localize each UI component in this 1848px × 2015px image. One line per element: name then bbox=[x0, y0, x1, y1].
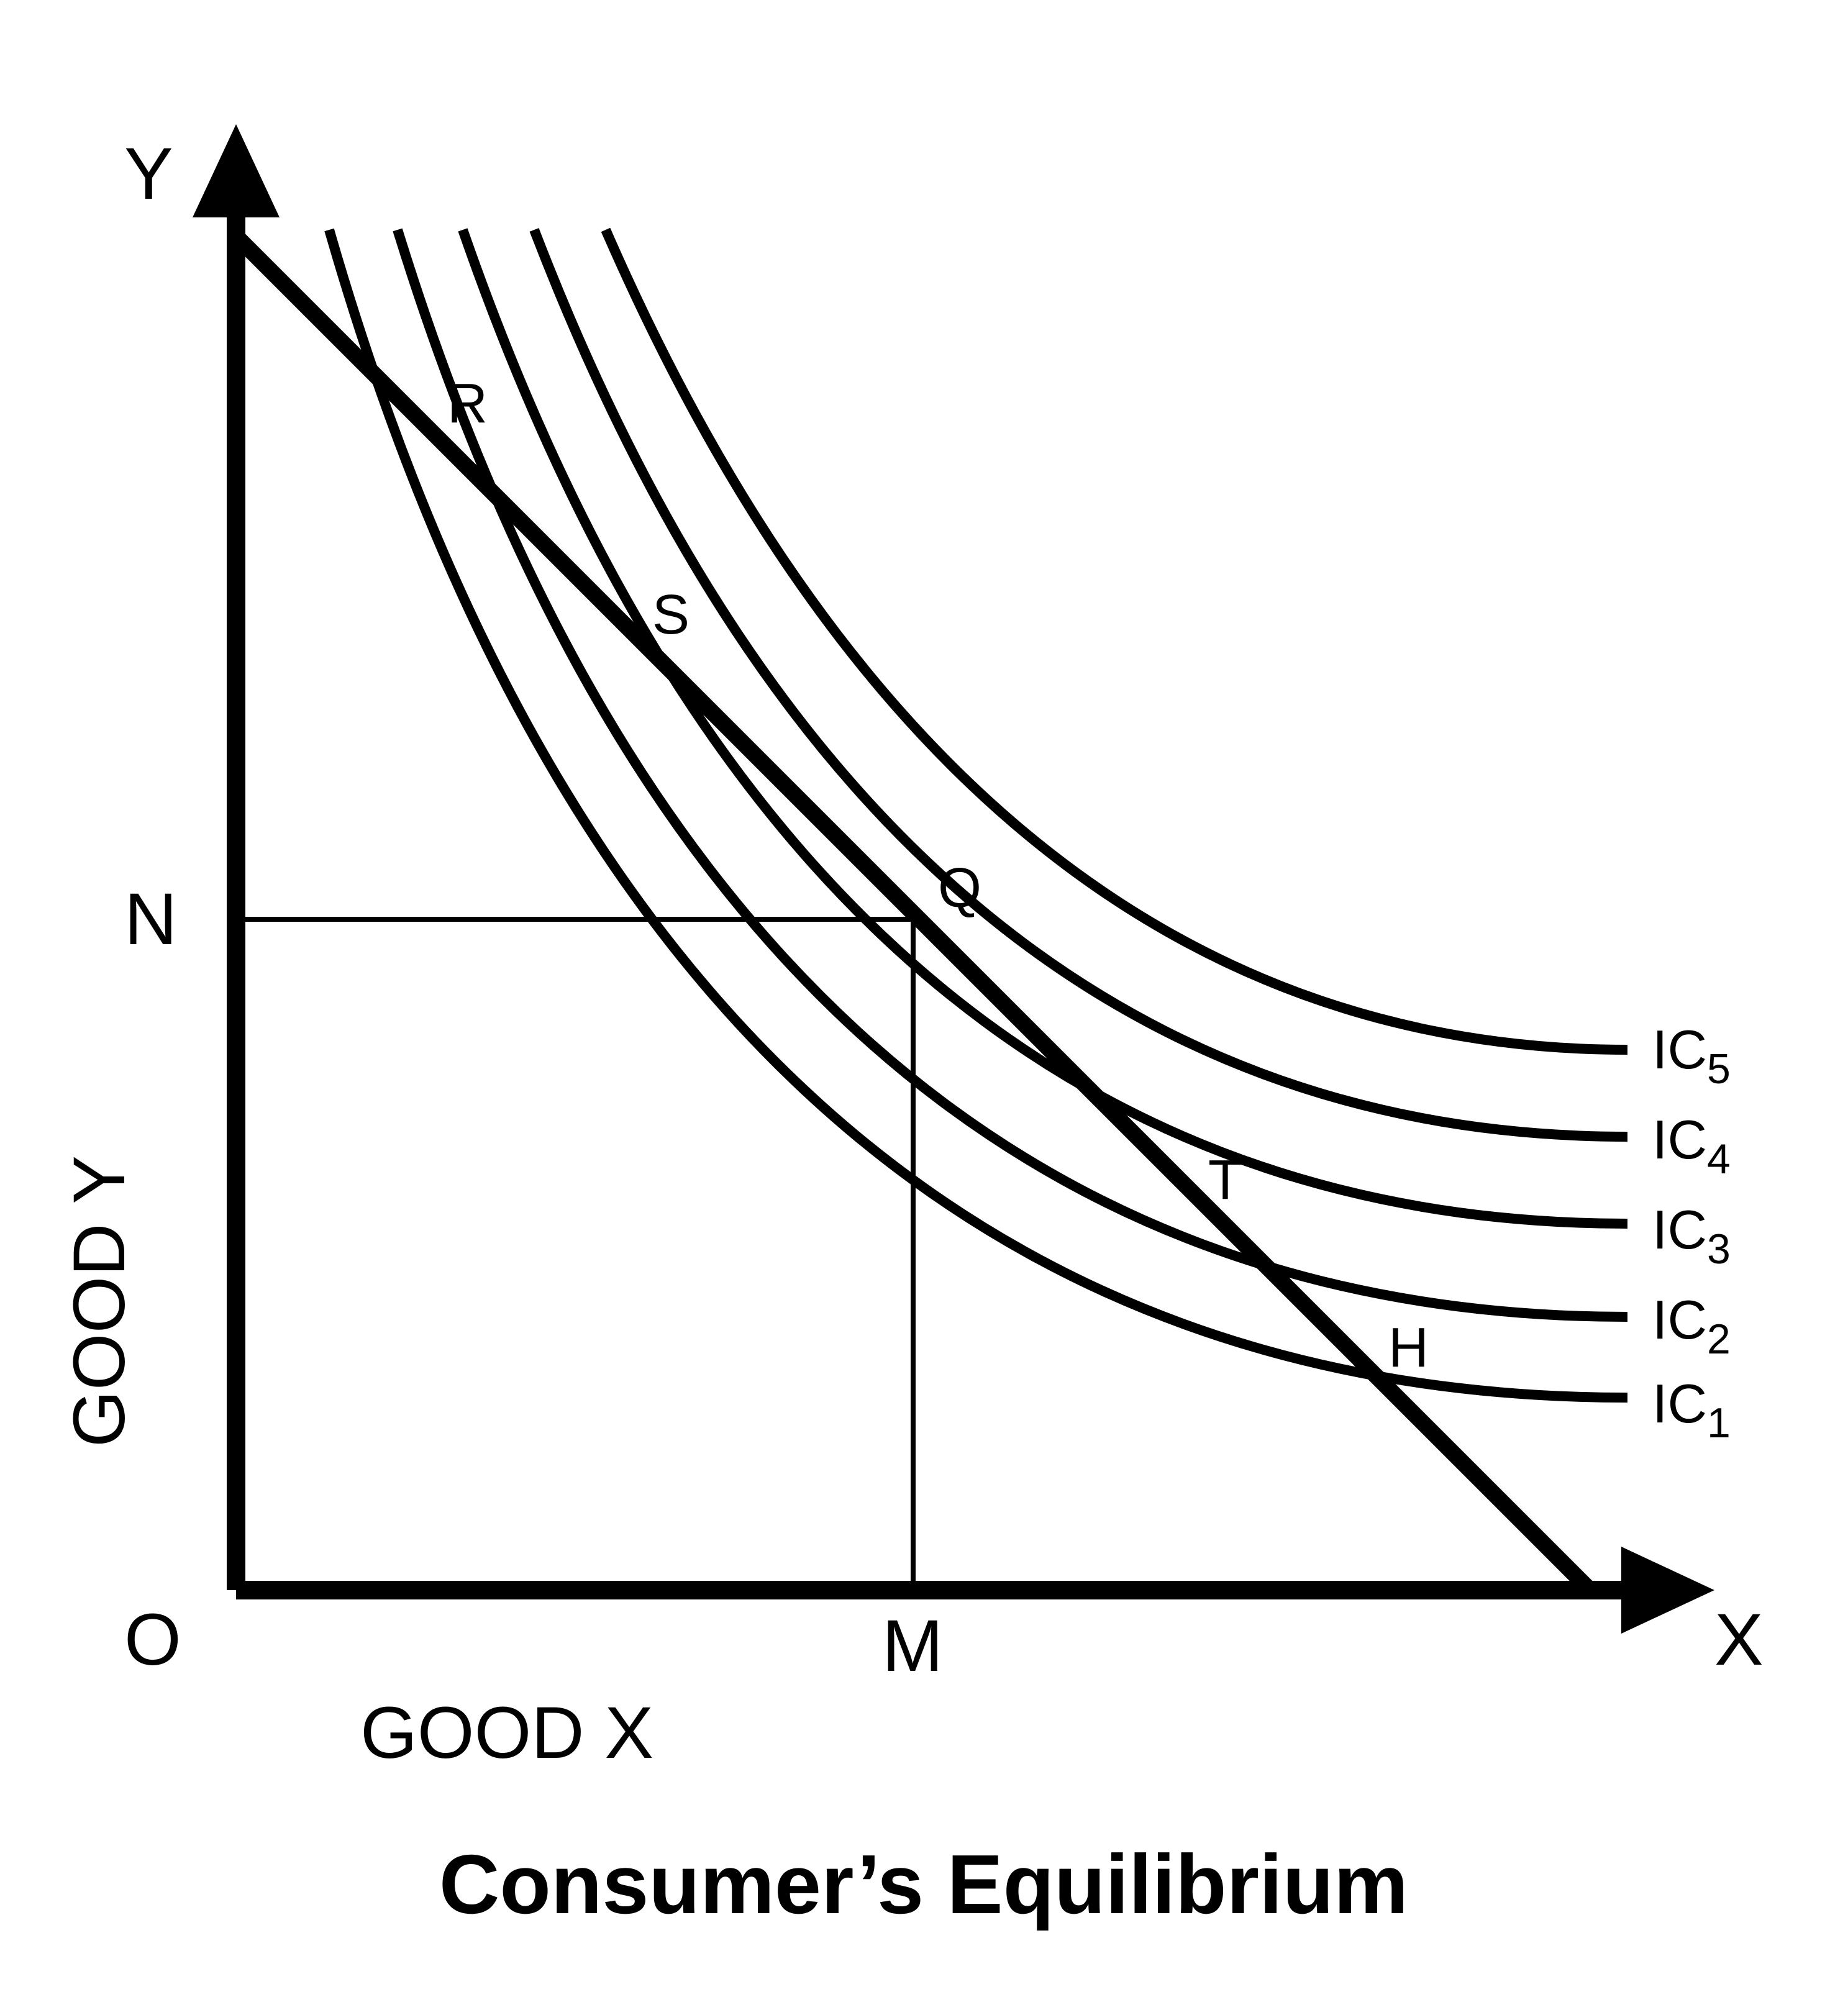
label-H: H bbox=[1388, 1317, 1429, 1379]
ic2-curve bbox=[398, 230, 1627, 1317]
good-x-label: GOOD X bbox=[360, 1692, 653, 1774]
label-ic1: IC1 bbox=[1652, 1373, 1731, 1447]
ic1-curve bbox=[329, 230, 1627, 1398]
label-ic2: IC2 bbox=[1652, 1289, 1731, 1363]
ic3-curve bbox=[463, 230, 1627, 1224]
label-N: N bbox=[124, 878, 177, 960]
x-axis-arrow bbox=[1621, 1547, 1714, 1634]
label-ic3: IC3 bbox=[1652, 1199, 1731, 1273]
label-T: T bbox=[1208, 1149, 1242, 1211]
consumer-equilibrium-diagram: Y X O N M R S Q T H IC5 IC4 IC3 IC2 IC1 … bbox=[0, 0, 1848, 2015]
label-ic5: IC5 bbox=[1652, 1019, 1731, 1093]
label-ic4: IC4 bbox=[1652, 1109, 1731, 1183]
origin-label: O bbox=[124, 1599, 181, 1681]
y-axis-arrow bbox=[193, 124, 280, 217]
label-R: R bbox=[447, 373, 488, 435]
label-S: S bbox=[652, 584, 690, 646]
good-y-label: GOOD Y bbox=[58, 1155, 140, 1447]
x-axis-label: X bbox=[1714, 1599, 1764, 1681]
ic4-curve bbox=[534, 230, 1627, 1137]
label-M: M bbox=[882, 1605, 943, 1687]
label-Q: Q bbox=[938, 857, 981, 919]
diagram-title: Consumer’s Equilibrium bbox=[439, 1837, 1408, 1931]
y-axis-label: Y bbox=[124, 133, 173, 215]
